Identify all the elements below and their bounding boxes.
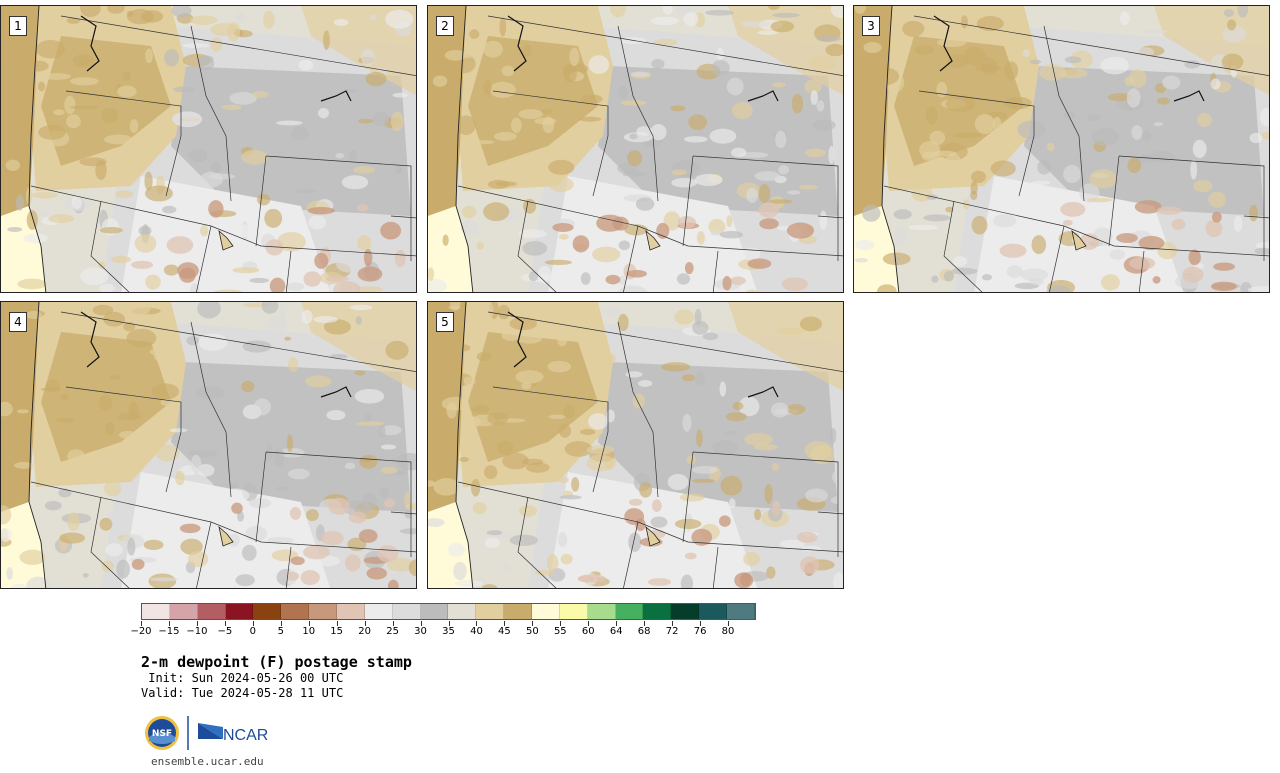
colorbar-swatch (169, 604, 198, 619)
colorbar-tick (280, 621, 282, 626)
colorbar-tick (364, 621, 366, 626)
colorbar-swatch (420, 604, 449, 619)
ncar-logo-text: NCAR (223, 727, 268, 744)
colorbar-tick-label: 76 (693, 626, 707, 637)
colorbar-swatch (615, 604, 644, 619)
init-time: Init: Sun 2024-05-26 00 UTC (141, 671, 344, 685)
dewpoint-map (1, 6, 416, 292)
colorbar-tick-label: 35 (442, 626, 455, 637)
colorbar-swatch (392, 604, 421, 619)
colorbar-tick (168, 621, 170, 626)
colorbar-tick-label: 15 (330, 626, 344, 637)
colorbar-tick (420, 621, 422, 626)
dewpoint-map (428, 302, 843, 588)
colorbar-tick (672, 621, 674, 626)
colorbar-tick-label: 30 (414, 626, 427, 637)
colorbar-tick (308, 621, 310, 626)
colorbar-tick (336, 621, 338, 626)
colorbar-swatch (559, 604, 588, 619)
colorbar-tick-label: 80 (721, 626, 735, 637)
dewpoint-map (428, 6, 843, 292)
colorbar-tick (560, 621, 562, 626)
colorbar-swatch (643, 604, 672, 619)
colorbar-tick-label: 0 (249, 626, 256, 637)
panel-number: 5 (436, 312, 454, 332)
colorbar-tick-label: 64 (609, 626, 623, 637)
colorbar-tick (616, 621, 618, 626)
colorbar-tick-label: −20 (130, 626, 152, 637)
ncar-logo: NCAR (198, 723, 268, 744)
plot-title: 2-m dewpoint (F) postage stamp (141, 653, 412, 671)
dewpoint-map (854, 6, 1269, 292)
panel-number: 4 (9, 312, 27, 332)
colorbar-tick-label: 72 (665, 626, 679, 637)
colorbar-tick-label: 10 (302, 626, 316, 637)
map-panel-2: 2 (427, 5, 844, 293)
colorbar-swatch (364, 604, 393, 619)
panel-number: 3 (862, 16, 880, 36)
colorbar-tick (532, 621, 534, 626)
colorbar-swatch (671, 604, 700, 619)
colorbar-tick (224, 621, 226, 626)
site-url: ensemble.ucar.edu (151, 755, 264, 768)
panel-number: 1 (9, 16, 27, 36)
colorbar-tick (252, 621, 254, 626)
colorbar-swatch (337, 604, 365, 619)
colorbar-tick (392, 621, 394, 626)
colorbar-swatch (727, 604, 755, 619)
colorbar (141, 603, 756, 620)
logos: NSF NCAR (145, 713, 275, 753)
colorbar-ticks: −20 −15 −10 −5 0 5 10 15 20 25 30 35 40 45 50 55 60 64 68 7… (130, 621, 756, 641)
map-panel-4: 4 (0, 301, 417, 589)
colorbar-tick-label: 5 (277, 626, 284, 637)
colorbar-swatch (699, 604, 728, 619)
colorbar-tick-label: 60 (581, 626, 595, 637)
colorbar-swatch (142, 604, 170, 619)
dewpoint-map (1, 302, 416, 588)
map-panel-5: 5 (427, 301, 844, 589)
colorbar-swatch (309, 604, 338, 619)
colorbar-tick (448, 621, 450, 626)
colorbar-swatch (225, 604, 254, 619)
colorbar-swatch (448, 604, 477, 619)
colorbar-tick-label: −15 (158, 626, 180, 637)
colorbar-swatch (587, 604, 616, 619)
colorbar-tick-label: −10 (186, 626, 208, 637)
map-panel-1: 1 (0, 5, 417, 293)
nsf-logo: NSF (145, 716, 179, 750)
colorbar-tick-label: −5 (217, 626, 233, 637)
colorbar-tick (196, 621, 198, 626)
colorbar-swatch (281, 604, 310, 619)
colorbar-swatch (476, 604, 505, 619)
colorbar-tick-label: 20 (358, 626, 371, 637)
panel-number: 2 (436, 16, 454, 36)
colorbar-swatch (532, 604, 560, 619)
colorbar-tick-label: 50 (525, 626, 539, 637)
nsf-logo-text: NSF (152, 729, 172, 739)
colorbar-swatch (197, 604, 226, 619)
colorbar-tick-label: 25 (386, 626, 399, 637)
colorbar-tick (728, 621, 730, 626)
colorbar-tick (588, 621, 590, 626)
colorbar-tick-label: 45 (498, 626, 511, 637)
valid-time: Valid: Tue 2024-05-28 11 UTC (141, 686, 344, 700)
map-panel-3: 3 (853, 5, 1270, 293)
colorbar-tick (644, 621, 646, 626)
colorbar-tick-label: 55 (553, 626, 567, 637)
colorbar-swatch (253, 604, 282, 619)
colorbar-tick-label: 68 (637, 626, 651, 637)
colorbar-swatch (504, 604, 533, 619)
colorbar-tick (476, 621, 478, 626)
colorbar-tick (700, 621, 702, 626)
colorbar-tick (504, 621, 506, 626)
logo-graphic: NSF NCAR (145, 716, 268, 750)
colorbar-tick (141, 621, 142, 626)
colorbar-tick-label: 40 (470, 626, 483, 637)
